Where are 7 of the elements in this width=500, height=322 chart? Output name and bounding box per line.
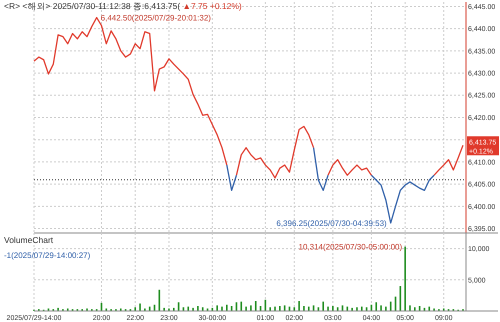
chart-title: VolumeChart — [4, 235, 54, 245]
chart-subtitle: ▲7.75 +0.12%) — [180, 1, 242, 11]
annotation: 10,314(2025/07/30-05:00:00) — [298, 242, 402, 252]
annotation: -1(2025/07/29-14:00:27) — [4, 251, 91, 260]
annotation: 6,396.25(2025/07/30-04:39:53) — [276, 219, 388, 228]
annotation: 6,442.50(2025/07/29-20:01:32) — [100, 14, 212, 23]
chart-title: <R> <해외> 2025/07/30-11:12:38 종:6,413.75( — [4, 1, 180, 11]
